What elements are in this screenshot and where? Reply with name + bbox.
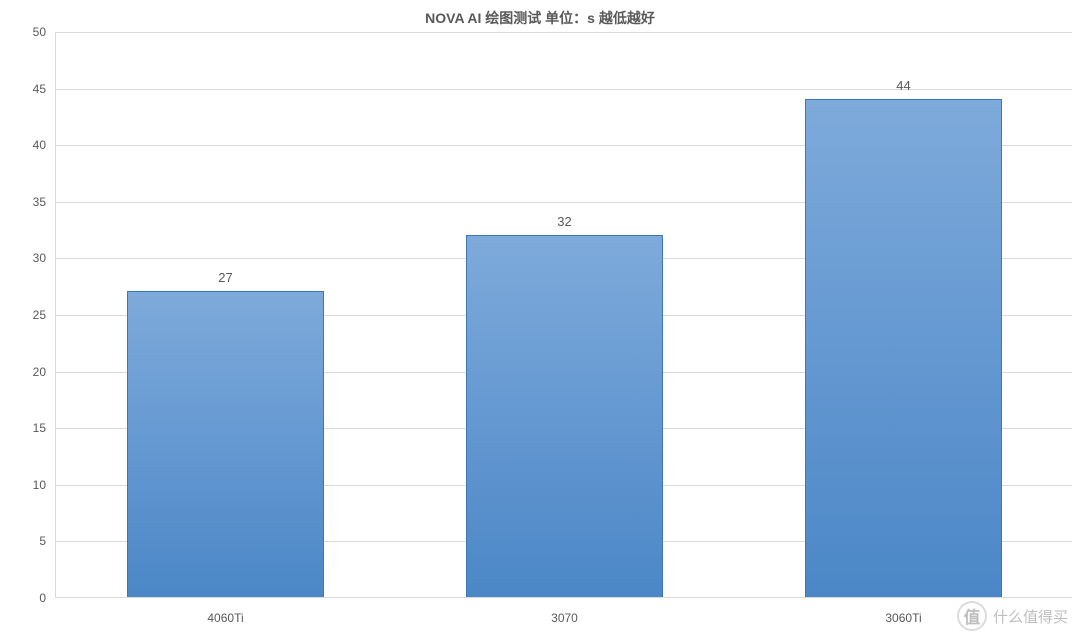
bar-value-label: 27 xyxy=(218,270,232,285)
ytick-label: 5 xyxy=(39,534,56,548)
ytick-label: 30 xyxy=(33,251,56,265)
ytick-label: 20 xyxy=(33,365,56,379)
ytick-label: 35 xyxy=(33,195,56,209)
bar-slot: 443060Ti xyxy=(734,32,1073,597)
xtick-label: 4060Ti xyxy=(207,597,243,625)
watermark-text: 什么值得买 xyxy=(993,606,1068,627)
xtick-label: 3070 xyxy=(551,597,578,625)
xtick-label: 3060Ti xyxy=(885,597,921,625)
ytick-label: 50 xyxy=(33,25,56,39)
bar xyxy=(466,235,663,597)
bar xyxy=(127,291,324,597)
watermark-badge: 值 xyxy=(957,601,987,631)
bar-value-label: 44 xyxy=(896,78,910,93)
ytick-label: 10 xyxy=(33,478,56,492)
chart-title: NOVA AI 绘图测试 单位：s 越低越好 xyxy=(0,8,1080,28)
plot-area: 05101520253035404550274060Ti323070443060… xyxy=(55,32,1072,598)
bar-value-label: 32 xyxy=(557,214,571,229)
ytick-label: 0 xyxy=(39,591,56,605)
ytick-label: 45 xyxy=(33,82,56,96)
chart-container: NOVA AI 绘图测试 单位：s 越低越好 0 5 10 15 20 25 30 35 40 4… xyxy=(0,0,1080,641)
bar-slot: 323070 xyxy=(395,32,734,597)
ytick-label: 25 xyxy=(33,308,56,322)
ytick-label: 40 xyxy=(33,138,56,152)
bar-slot: 274060Ti xyxy=(56,32,395,597)
ytick-label: 15 xyxy=(33,421,56,435)
bar xyxy=(805,99,1002,597)
watermark: 值 什么值得买 xyxy=(957,601,1068,631)
